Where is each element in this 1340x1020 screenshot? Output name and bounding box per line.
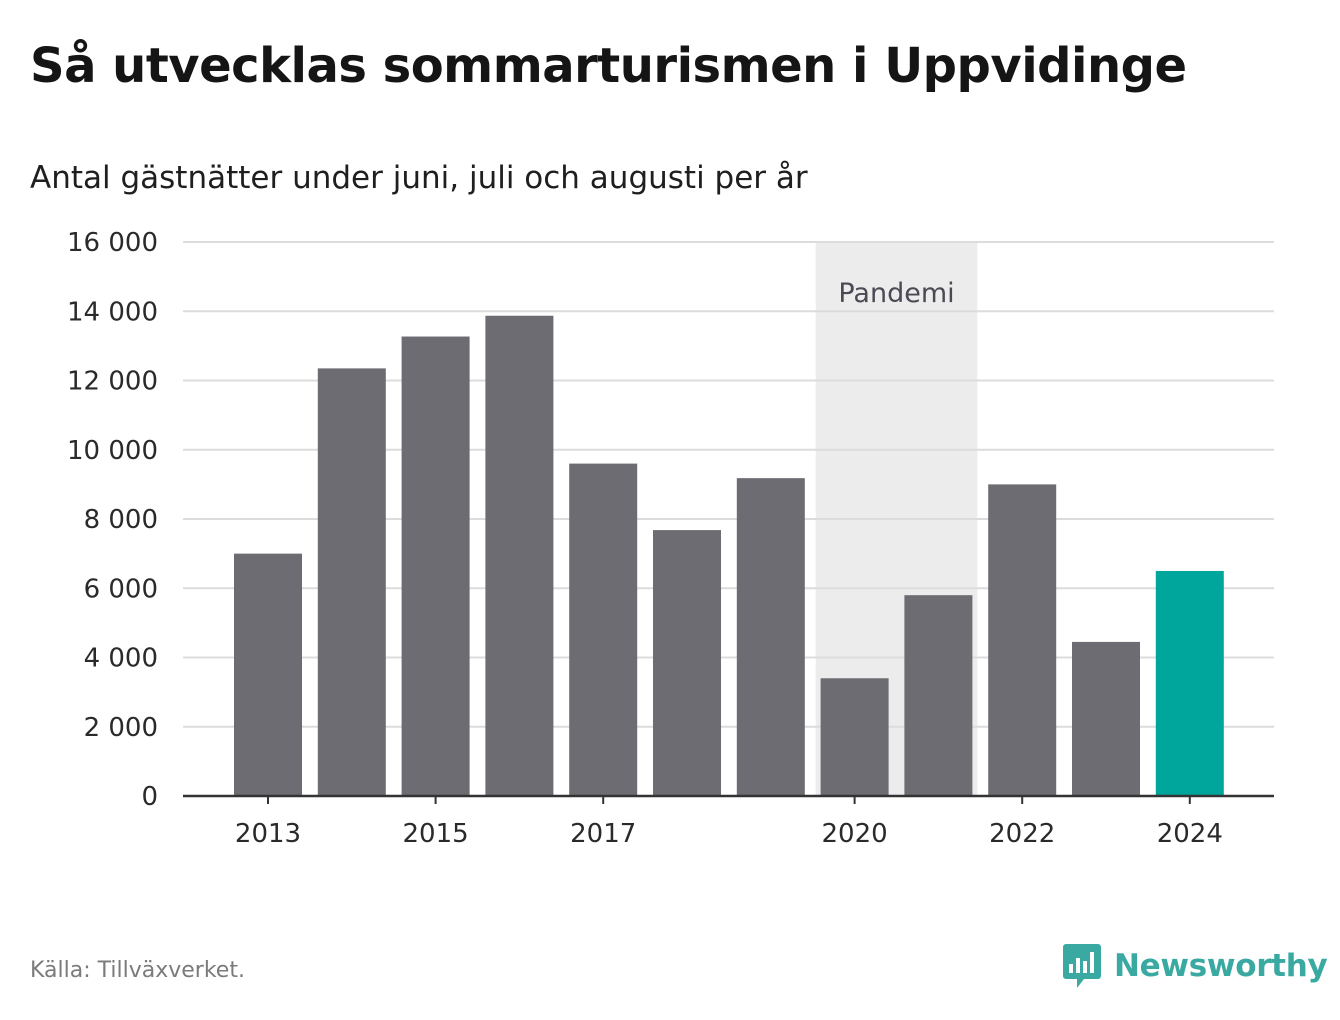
bar-2019 — [736, 478, 805, 796]
chart-title: Så utvecklas sommarturismen i Uppvidinge — [30, 38, 1187, 94]
x-tick-label: 2015 — [403, 819, 469, 849]
y-tick-label: 2 000 — [84, 713, 158, 743]
x-tick-label: 2024 — [1157, 819, 1223, 849]
newsworthy-logo: Newsworthy — [1062, 942, 1328, 990]
y-tick-label: 10 000 — [67, 436, 158, 466]
y-tick-label: 0 — [141, 782, 158, 812]
bar-2014 — [317, 368, 386, 796]
bar-2016 — [485, 315, 554, 796]
bar-2023 — [1072, 641, 1140, 796]
y-tick-label: 16 000 — [67, 228, 158, 258]
y-tick-label: 14 000 — [67, 297, 158, 327]
bar-2017 — [569, 463, 638, 796]
bar-2024 — [1155, 570, 1224, 796]
newsworthy-logo-icon — [1063, 944, 1101, 988]
y-tick-label: 6 000 — [84, 574, 158, 604]
bar-2013 — [234, 553, 302, 796]
source-note: Källa: Tillväxverket. — [30, 958, 245, 983]
y-tick-label: 8 000 — [84, 505, 158, 535]
bar-2015 — [401, 336, 470, 796]
x-axis — [183, 794, 1274, 804]
bar-2020 — [820, 678, 889, 796]
x-tick-label: 2013 — [235, 819, 301, 849]
y-tick-label: 4 000 — [84, 644, 158, 674]
y-tick-label: 12 000 — [67, 367, 158, 397]
x-tick-label: 2020 — [822, 819, 888, 849]
pandemic-label: Pandemi — [838, 278, 954, 309]
bar-2022 — [988, 484, 1057, 796]
chart-subtitle: Antal gästnätter under juni, juli och au… — [30, 160, 808, 196]
x-tick-label: 2022 — [989, 819, 1055, 849]
bar-chart: Pandemi 0 2 000 4 000 6 000 8 000 10 000 12 00… — [67, 228, 1274, 849]
x-tick-labels: 2013 2015 2017 2020 2022 2024 — [235, 819, 1223, 849]
bar-2021 — [904, 595, 973, 796]
bar-2018 — [653, 530, 721, 796]
x-tick-label: 2017 — [570, 819, 636, 849]
y-tick-labels: 0 2 000 4 000 6 000 8 000 10 000 12 000 14 000 1… — [67, 228, 158, 812]
newsworthy-logo-text: Newsworthy — [1114, 948, 1328, 984]
bars — [234, 315, 1224, 796]
